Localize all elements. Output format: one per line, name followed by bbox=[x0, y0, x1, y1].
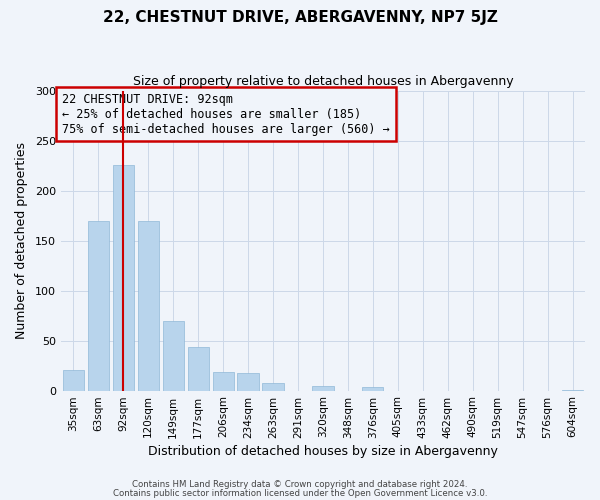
Bar bbox=[362, 386, 383, 390]
Bar bbox=[137, 220, 159, 390]
Bar bbox=[113, 164, 134, 390]
Bar bbox=[262, 382, 284, 390]
Text: 22 CHESTNUT DRIVE: 92sqm
← 25% of detached houses are smaller (185)
75% of semi-: 22 CHESTNUT DRIVE: 92sqm ← 25% of detach… bbox=[62, 92, 390, 136]
Title: Size of property relative to detached houses in Abergavenny: Size of property relative to detached ho… bbox=[133, 75, 513, 88]
Bar bbox=[188, 346, 209, 391]
Bar bbox=[88, 220, 109, 390]
Text: 22, CHESTNUT DRIVE, ABERGAVENNY, NP7 5JZ: 22, CHESTNUT DRIVE, ABERGAVENNY, NP7 5JZ bbox=[103, 10, 497, 25]
Text: Contains public sector information licensed under the Open Government Licence v3: Contains public sector information licen… bbox=[113, 488, 487, 498]
Y-axis label: Number of detached properties: Number of detached properties bbox=[15, 142, 28, 339]
Bar bbox=[163, 320, 184, 390]
X-axis label: Distribution of detached houses by size in Abergavenny: Distribution of detached houses by size … bbox=[148, 444, 498, 458]
Text: Contains HM Land Registry data © Crown copyright and database right 2024.: Contains HM Land Registry data © Crown c… bbox=[132, 480, 468, 489]
Bar bbox=[238, 372, 259, 390]
Bar bbox=[212, 372, 234, 390]
Bar bbox=[313, 386, 334, 390]
Bar bbox=[63, 370, 84, 390]
